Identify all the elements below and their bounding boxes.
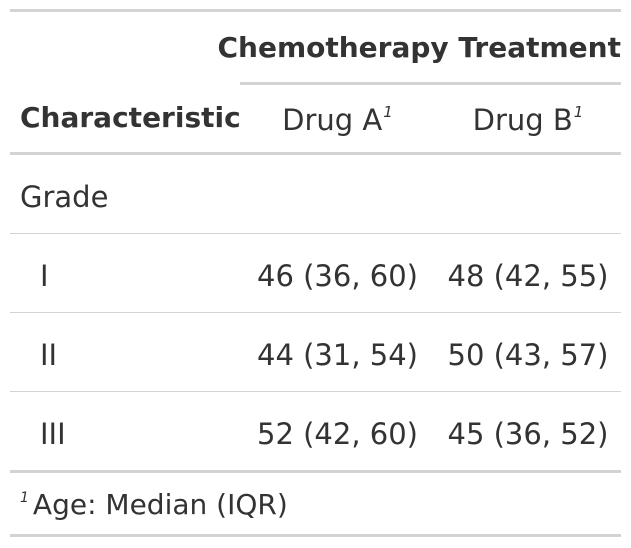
row-label: III: [40, 417, 66, 451]
cell-drug-b: 45 (36, 52): [447, 417, 609, 451]
cell-drug-b: 50 (43, 57): [447, 338, 609, 372]
footnote-mark: 1: [573, 103, 584, 121]
table-top-border: [10, 9, 621, 12]
row-divider: [10, 312, 621, 313]
table-body-bottom-border: [10, 470, 621, 473]
cell-drug-a: 44 (31, 54): [257, 338, 418, 372]
spanner-underline: [240, 82, 621, 85]
table-footnote: 1 Age: Median (IQR): [20, 491, 288, 519]
spanner-header: Chemotherapy Treatment: [217, 31, 621, 64]
table-bottom-border: [10, 534, 621, 537]
footnote-mark: 1: [383, 103, 393, 121]
row-divider: [10, 233, 621, 234]
column-header-drug-a-label: Drug A: [282, 103, 383, 137]
column-header-drug-a: Drug A1: [240, 105, 435, 135]
row-divider: [10, 391, 621, 392]
column-header-drug-b: Drug B1: [435, 105, 621, 135]
column-header-drug-b-label: Drug B: [472, 103, 573, 137]
stub-header: Characteristic: [20, 101, 241, 134]
row-label: I: [40, 259, 49, 293]
footnote-mark: 1: [20, 490, 29, 506]
cell-drug-a: 46 (36, 60): [257, 259, 418, 293]
cell-drug-a: 52 (42, 60): [257, 417, 418, 451]
group-label-grade: Grade: [20, 180, 109, 214]
cell-drug-b: 48 (42, 55): [447, 259, 609, 293]
row-label: II: [40, 338, 58, 372]
summary-table: Chemotherapy Treatment Characteristic Dr…: [10, 0, 621, 548]
header-bottom-border: [10, 152, 621, 155]
footnote-text: Age: Median (IQR): [32, 488, 288, 521]
